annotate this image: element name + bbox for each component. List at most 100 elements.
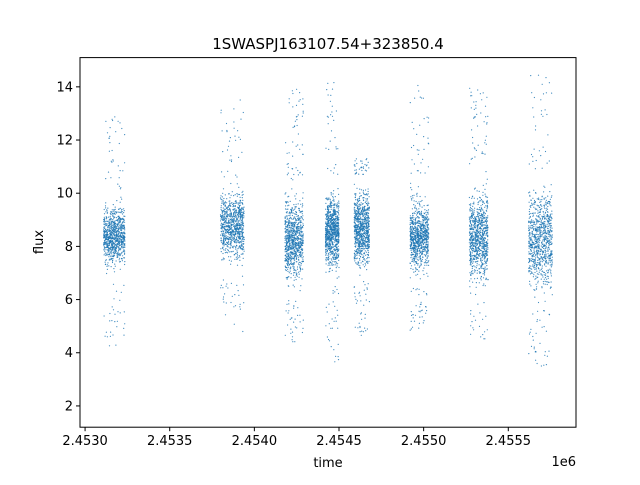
data-point [288, 232, 290, 234]
data-point [221, 216, 223, 218]
data-point [123, 249, 125, 251]
data-point [289, 268, 291, 270]
data-point [124, 229, 126, 231]
data-point [286, 264, 289, 266]
data-point [300, 232, 303, 234]
data-point [238, 233, 240, 235]
data-point [332, 260, 334, 263]
data-point [237, 203, 239, 205]
data-point [288, 102, 290, 104]
data-point [355, 211, 357, 213]
data-point [236, 236, 238, 238]
data-point [360, 242, 362, 244]
data-point [358, 291, 361, 293]
data-point [120, 226, 122, 228]
data-point [362, 222, 364, 224]
data-point [367, 256, 369, 258]
data-point [121, 222, 123, 224]
data-point [359, 245, 361, 247]
data-point [366, 260, 368, 263]
data-point [104, 231, 106, 233]
data-point [225, 237, 227, 239]
data-point [224, 226, 226, 228]
data-point [104, 241, 106, 243]
data-point [367, 252, 370, 254]
data-point [300, 285, 302, 287]
data-point [355, 169, 357, 171]
data-point [354, 233, 356, 235]
data-point [242, 221, 244, 223]
data-point [355, 242, 358, 244]
data-point [327, 264, 329, 266]
data-point [230, 223, 232, 225]
data-point [231, 232, 233, 235]
data-point [289, 226, 291, 228]
data-point [362, 166, 364, 168]
data-point [220, 222, 222, 224]
data-point [327, 236, 329, 238]
data-point [295, 278, 297, 281]
data-point [354, 204, 357, 206]
data-point [325, 221, 327, 223]
data-point [233, 213, 235, 215]
data-point [336, 239, 338, 241]
data-point [333, 167, 335, 169]
data-point [238, 246, 240, 248]
data-point [361, 233, 363, 235]
data-point [299, 242, 302, 244]
data-point [327, 217, 329, 219]
data-point [103, 213, 106, 215]
data-point [226, 149, 229, 151]
data-point [285, 211, 287, 213]
data-point [360, 195, 362, 197]
data-point [418, 288, 420, 290]
data-point [426, 264, 428, 266]
data-point [239, 237, 241, 239]
data-point [229, 238, 231, 241]
data-point [117, 229, 120, 231]
data-point [108, 256, 110, 258]
data-point [113, 256, 115, 258]
data-point [235, 229, 237, 232]
data-point [294, 207, 296, 209]
data-point [233, 220, 235, 222]
data-point [367, 201, 369, 203]
data-point [113, 235, 116, 237]
data-point [241, 197, 243, 199]
data-point [336, 222, 338, 224]
data-point [354, 196, 356, 199]
data-point [360, 239, 362, 241]
data-point [290, 263, 293, 265]
data-point [293, 269, 295, 271]
data-point [362, 261, 364, 263]
data-point [361, 229, 363, 231]
data-point [123, 284, 125, 286]
data-point [336, 219, 339, 221]
data-point [301, 257, 303, 259]
data-point [325, 197, 328, 199]
data-point [221, 212, 223, 214]
data-point [287, 166, 289, 168]
data-point [335, 240, 337, 242]
data-point [236, 251, 239, 253]
data-point [333, 209, 336, 211]
data-point [118, 221, 120, 224]
data-point [106, 336, 108, 338]
data-point [295, 203, 297, 205]
data-point [365, 237, 367, 239]
data-point [231, 202, 233, 204]
data-point [117, 238, 119, 240]
data-point [300, 248, 302, 250]
data-point [363, 220, 366, 222]
data-point [366, 199, 368, 201]
data-point [291, 236, 293, 238]
data-point [299, 270, 301, 273]
data-point [358, 168, 360, 170]
data-point [364, 262, 366, 264]
data-point [106, 210, 108, 212]
data-point [232, 223, 234, 226]
data-point [123, 253, 126, 255]
data-point [362, 189, 364, 191]
data-point [325, 232, 328, 234]
data-point [327, 210, 330, 212]
